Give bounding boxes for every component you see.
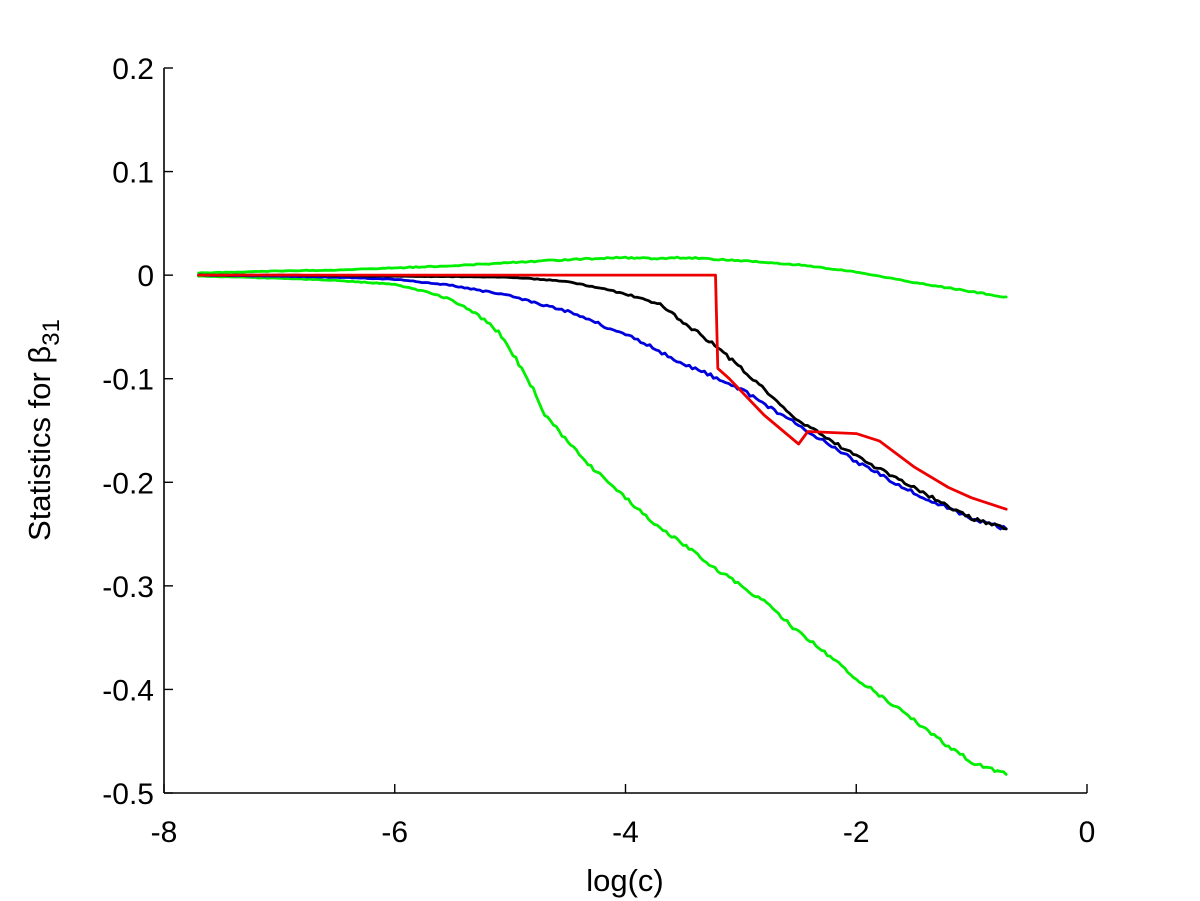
y-tick-label: -0.4 [102, 674, 154, 707]
y-tick-label: 0 [137, 260, 154, 293]
y-axis-label: Statistics for β31 [22, 319, 65, 541]
y-axis-label-subscript: 31 [38, 319, 65, 346]
series-line-mean [197, 273, 1008, 531]
x-tick-label: -4 [612, 816, 639, 849]
series-line-lower-band [197, 274, 1008, 776]
series-line-median [197, 273, 1008, 531]
y-axis-label-text: Statistics for [22, 364, 57, 541]
series-lines [197, 255, 1008, 776]
y-tick-label: -0.2 [102, 467, 154, 500]
y-tick-label: -0.5 [102, 778, 154, 811]
y-tick-label: -0.1 [102, 364, 154, 397]
x-tick-label: -8 [151, 816, 178, 849]
series-line-upper-band [197, 255, 1008, 299]
x-tick-label: -6 [381, 816, 408, 849]
x-tick-label: 0 [1079, 816, 1096, 849]
y-tick-label: 0.1 [112, 157, 154, 190]
x-tick-label: -2 [843, 816, 870, 849]
y-tick-label: 0.2 [112, 53, 154, 86]
y-tick-label: -0.3 [102, 571, 154, 604]
y-axis-label-symbol: β [22, 346, 57, 364]
x-axis-label: log(c) [586, 863, 664, 898]
ticks: -8 -6 -4 -2 0 0.2 0.1 0 -0.1 -0.2 -0.3 -0.4 -0.5 [102, 53, 1095, 849]
axes [163, 68, 1087, 794]
series-line-estimate [197, 273, 1008, 511]
